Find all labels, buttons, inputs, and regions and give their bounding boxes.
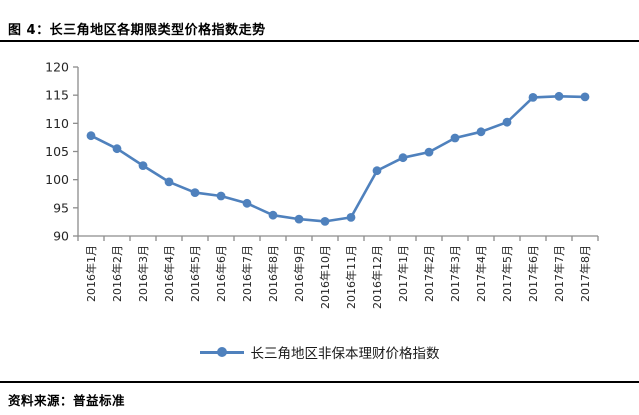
x-axis-label: 2016年7月 xyxy=(240,245,254,302)
x-axis-label: 2017年8月 xyxy=(578,245,592,302)
y-axis-label: 110 xyxy=(45,116,69,131)
data-point-marker xyxy=(138,161,148,171)
data-point-marker xyxy=(86,131,96,141)
x-axis-label: 2016年2月 xyxy=(110,245,124,302)
title-divider xyxy=(0,40,639,42)
data-point-marker xyxy=(580,92,590,102)
line-chart: 90 95 100 105 110 115 120 2016年1月 2016年2月 2016年3月… xyxy=(45,60,599,309)
data-point-marker xyxy=(320,217,330,226)
legend-label: 长三角地区非保本理财价格指数 xyxy=(250,346,440,362)
data-point-marker xyxy=(450,133,460,143)
x-axis-label: 2017年1月 xyxy=(396,245,410,302)
data-point-marker xyxy=(346,213,356,222)
x-axis-label: 2016年6月 xyxy=(214,245,228,302)
data-point-marker xyxy=(554,91,564,101)
x-axis-label: 2017年6月 xyxy=(526,245,540,302)
x-axis-label: 2016年9月 xyxy=(292,245,306,302)
x-axis-label: 2016年3月 xyxy=(136,245,150,302)
x-axis-label: 2016年4月 xyxy=(162,245,176,302)
x-axis-label: 2016年5月 xyxy=(188,245,202,302)
x-axis-label: 2016年1月 xyxy=(84,245,98,302)
x-axis-label: 2016年12月 xyxy=(370,245,384,309)
legend-line-marker-icon xyxy=(199,347,244,357)
figure-title: 图 4：长三角地区各期限类型价格指数走势 xyxy=(8,23,266,38)
y-axis-label: 115 xyxy=(45,88,69,103)
x-axis-label: 2017年7月 xyxy=(552,245,566,302)
y-axis-label: 90 xyxy=(53,229,69,244)
y-axis-label: 120 xyxy=(45,60,69,75)
x-axis-label: 2017年5月 xyxy=(500,245,514,302)
data-point-marker xyxy=(476,127,486,137)
legend-dot xyxy=(216,347,227,357)
y-axis-label: 100 xyxy=(45,172,69,187)
y-axis-label: 105 xyxy=(45,144,69,159)
data-point-marker xyxy=(242,198,252,208)
data-point-marker xyxy=(372,166,382,176)
data-point-marker xyxy=(398,153,408,163)
data-point-marker xyxy=(190,188,200,198)
y-axis-label: 95 xyxy=(53,200,69,215)
data-point-marker xyxy=(164,177,174,187)
x-axis-label: 2016年8月 xyxy=(266,245,280,302)
data-point-marker xyxy=(528,93,538,102)
data-point-marker xyxy=(268,210,278,220)
data-point-marker xyxy=(424,147,434,157)
x-axis-label: 2017年4月 xyxy=(474,245,488,302)
footer-divider xyxy=(0,381,639,383)
data-point-marker xyxy=(502,117,512,127)
x-axis-label: 2017年3月 xyxy=(448,245,462,302)
source-note: 资料来源：普益标准 xyxy=(8,393,126,408)
data-point-marker xyxy=(294,214,304,224)
x-axis-label: 2016年11月 xyxy=(344,245,358,309)
data-point-marker xyxy=(112,144,122,154)
x-axis-label: 2017年2月 xyxy=(422,245,436,302)
data-point-marker xyxy=(216,191,226,201)
series-line xyxy=(89,95,587,223)
x-axis-label: 2016年10月 xyxy=(318,245,332,309)
chart-legend: 长三角地区非保本理财价格指数 xyxy=(0,343,639,362)
